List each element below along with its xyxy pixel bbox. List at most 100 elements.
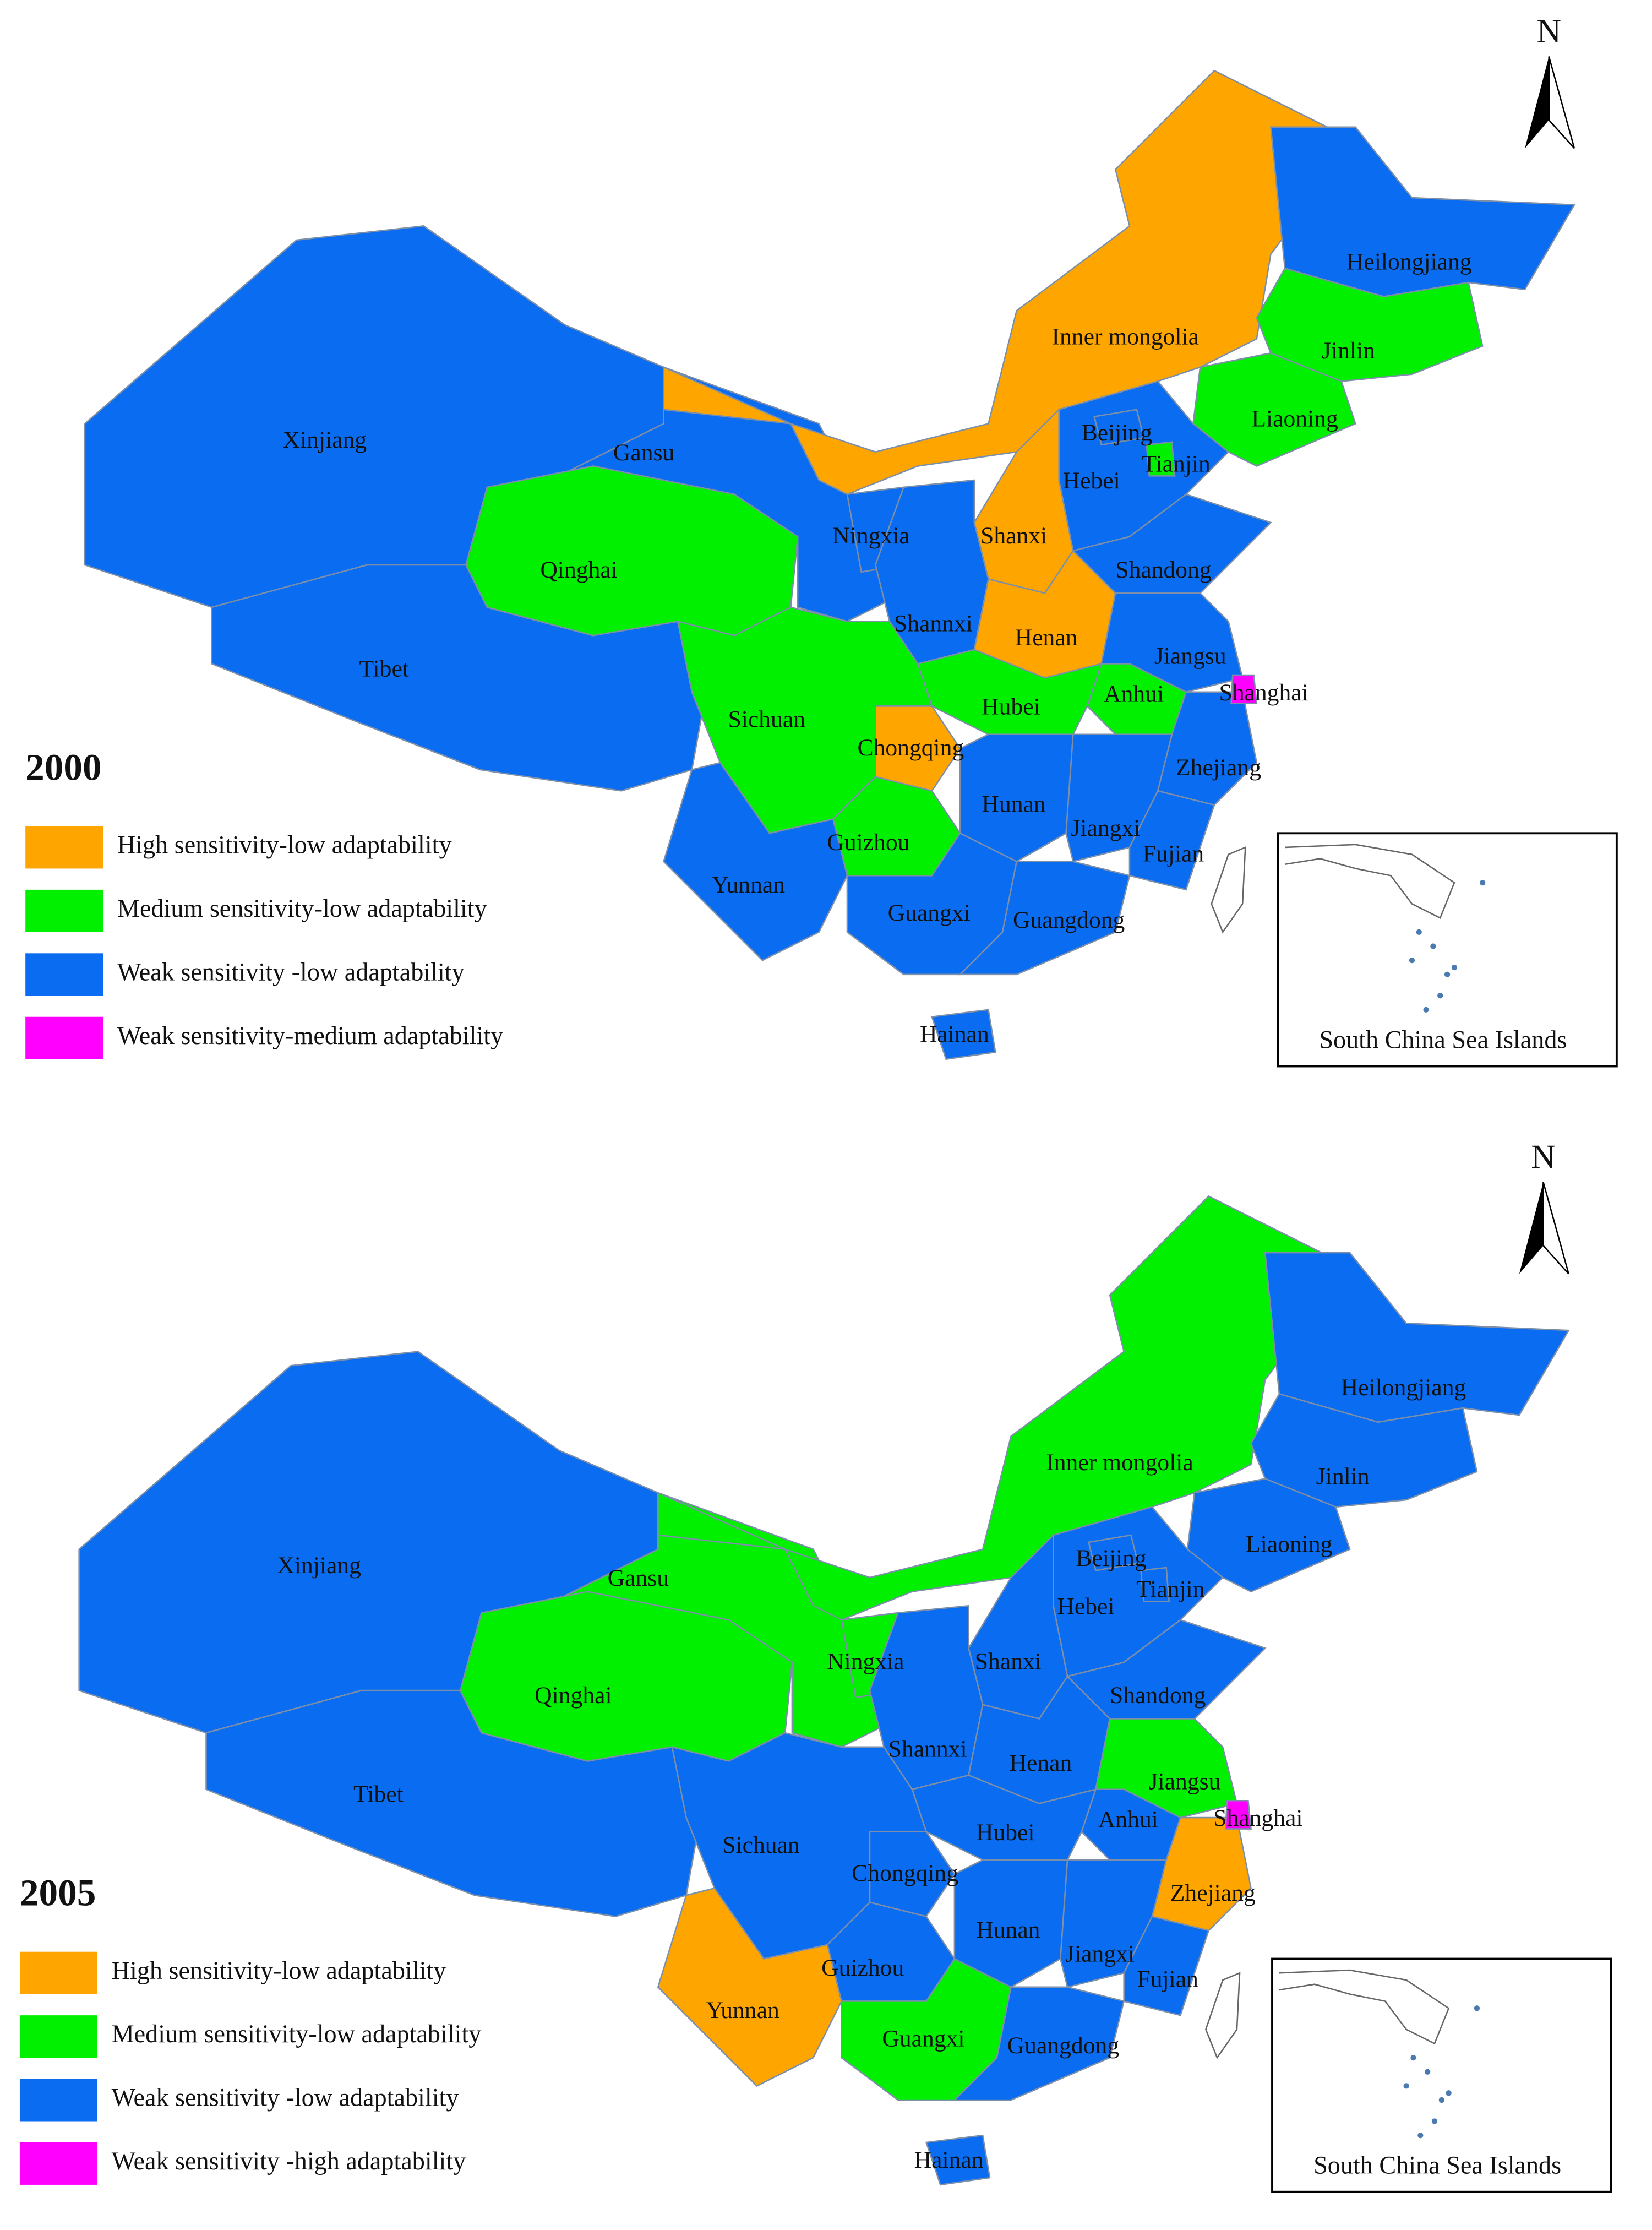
north-arrow xyxy=(1542,1182,1569,1275)
provinces xyxy=(84,69,1576,1060)
province-label: Chongqing xyxy=(852,1860,958,1886)
province-label: Shannxi xyxy=(888,1736,967,1762)
province-label: Henan xyxy=(1015,624,1078,651)
provinces xyxy=(78,1195,1570,2186)
province xyxy=(958,861,1131,976)
legend-swatch xyxy=(19,1951,98,1994)
province-label: Guangdong xyxy=(1007,2032,1119,2059)
province-label: Shanghai xyxy=(1213,1805,1302,1831)
province xyxy=(657,1195,1351,1621)
inset-island xyxy=(1446,2090,1452,2096)
legend-swatch xyxy=(25,1016,103,1059)
province-label: Liaoning xyxy=(1251,405,1338,432)
province-label: Xinjiang xyxy=(277,1552,361,1579)
inset-island xyxy=(1410,2054,1416,2061)
legend-label: High sensitivity-low adaptability xyxy=(112,1956,446,1984)
inset-island xyxy=(1430,943,1436,949)
legend-label: Medium sensitivity-low adaptability xyxy=(112,2020,482,2048)
province-label: Hebei xyxy=(1063,467,1120,494)
legend-label: Weak sensitivity -high adaptability xyxy=(112,2147,466,2175)
province xyxy=(874,705,961,792)
province xyxy=(1123,1916,1210,2016)
inset-island xyxy=(1403,2083,1409,2089)
province-label: Ningxia xyxy=(832,523,909,549)
map-panel: Xinjiang Tibet Gansu Qinghai Inner mongolia H… xyxy=(25,13,1618,1068)
province-label: Chongqing xyxy=(858,735,964,761)
province-label: Shannxi xyxy=(894,610,973,637)
province-label: Hainan xyxy=(914,2147,984,2173)
province-label: Henan xyxy=(1009,1750,1072,1776)
province-label: Yunnan xyxy=(712,872,785,898)
inset-island xyxy=(1451,964,1458,971)
year-label: 2000 xyxy=(25,746,102,788)
province xyxy=(1087,1534,1139,1571)
inset-island xyxy=(1438,2097,1444,2103)
inset-coast xyxy=(1284,844,1455,919)
year-label: 2005 xyxy=(20,1872,96,1914)
province-label: Shanxi xyxy=(980,523,1047,549)
inset-island xyxy=(1444,971,1451,977)
province-label: Guangdong xyxy=(1013,907,1125,933)
province xyxy=(911,1774,1097,1861)
inset-box xyxy=(1277,832,1618,1068)
province xyxy=(1093,409,1145,446)
province-label: Guizhou xyxy=(827,829,909,856)
inset-island xyxy=(1425,2069,1431,2075)
province xyxy=(917,649,1103,736)
taiwan xyxy=(1211,846,1246,934)
province-label: Inner mongolia xyxy=(1046,1449,1193,1476)
province-label: Fujian xyxy=(1137,1966,1198,1993)
province-label: Shandong xyxy=(1115,557,1211,583)
province xyxy=(1146,441,1176,477)
province-label: Anhui xyxy=(1104,681,1164,708)
province-label: Yunnan xyxy=(706,1997,779,2024)
legend-label: Weak sensitivity -low adaptability xyxy=(117,958,465,986)
legend-swatch xyxy=(25,889,103,932)
province-label: Jiangsu xyxy=(1154,643,1226,669)
inset-island xyxy=(1480,879,1486,886)
province-label: Jiangxi xyxy=(1065,1940,1135,1967)
province xyxy=(1225,1799,1252,1830)
legend-swatch xyxy=(19,2015,98,2058)
province xyxy=(663,69,1357,496)
province-label: Zhejiang xyxy=(1176,754,1261,781)
map-panel: Xinjiang Tibet Gansu Qinghai Inner mongolia H… xyxy=(19,1138,1612,2193)
inset-island xyxy=(1474,2005,1480,2011)
inset-label: South China Sea Islands xyxy=(1319,1026,1567,1054)
north-label: N xyxy=(1537,13,1561,50)
province-label: Liaoning xyxy=(1246,1531,1332,1558)
province-label: Shanxi xyxy=(975,1648,1042,1674)
north-arrow xyxy=(1519,1182,1544,1274)
province-label: Heilongjiang xyxy=(1341,1374,1466,1401)
province xyxy=(657,1887,843,2087)
inset-coast xyxy=(1279,1969,1450,2045)
province-label: Tianjin xyxy=(1142,450,1211,477)
inset-island xyxy=(1416,929,1422,935)
province-label: Beijing xyxy=(1082,420,1152,446)
legend-swatch xyxy=(25,826,103,869)
taiwan xyxy=(1205,1972,1241,2059)
province-label: Qinghai xyxy=(535,1682,612,1709)
province-label: Tibet xyxy=(359,655,408,682)
province-label: Guangxi xyxy=(882,2025,964,2052)
province-label: Tibet xyxy=(353,1781,403,1808)
inset-island xyxy=(1437,993,1443,999)
north-arrow xyxy=(1525,56,1549,149)
province-label: Sichuan xyxy=(722,1832,800,1858)
province xyxy=(931,1009,996,1060)
province-label: Gansu xyxy=(613,439,675,466)
province-label: Ningxia xyxy=(827,1648,904,1674)
province-label: Jinlin xyxy=(1316,1463,1370,1489)
legend-label: Weak sensitivity -low adaptability xyxy=(112,2084,459,2112)
legend-swatch xyxy=(19,2142,98,2185)
province-label: Hunan xyxy=(982,791,1046,818)
province-label: Fujian xyxy=(1143,840,1204,867)
province-label: Hunan xyxy=(976,1917,1040,1943)
province-label: Zhejiang xyxy=(1170,1880,1256,1906)
legend-label: Medium sensitivity-low adaptability xyxy=(117,894,487,922)
province xyxy=(1230,674,1258,704)
province-label: Hubei xyxy=(976,1819,1035,1846)
province-label: Beijing xyxy=(1076,1545,1146,1571)
province-label: Sichuan xyxy=(728,706,806,733)
